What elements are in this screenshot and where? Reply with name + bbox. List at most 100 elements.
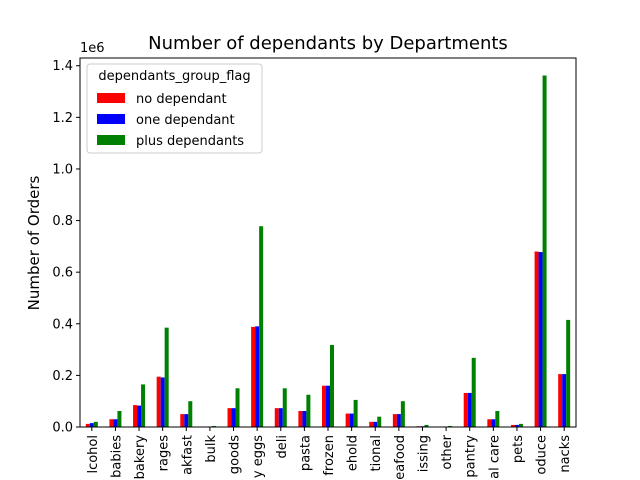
bar-one-dependant-9	[302, 411, 307, 427]
bar-one-dependant-7	[255, 326, 260, 427]
bar-one-dependant-19	[538, 252, 543, 427]
bar-one-dependant-20	[562, 374, 567, 427]
x-tick-label: oduce	[535, 435, 550, 475]
bar-plus-dependants-4	[188, 401, 193, 427]
x-tick-label: issing	[416, 435, 431, 472]
bar-no-dependant-8	[274, 408, 279, 427]
bar-no-dependant-19	[534, 251, 539, 427]
x-tick-label: rages	[157, 435, 172, 472]
bar-plus-dependants-19	[542, 75, 547, 428]
x-tick-label: nacks	[558, 435, 573, 473]
y-tick-label: 1.0	[52, 162, 73, 177]
bar-no-dependant-4	[180, 414, 185, 427]
x-tick-label: babies	[109, 435, 124, 478]
legend-label: no dependant	[136, 92, 227, 107]
x-tick-label: pantry	[464, 435, 479, 478]
bar-no-dependant-16	[463, 392, 468, 427]
x-tick-label: pasta	[298, 435, 313, 471]
bar-plus-dependants-14	[424, 424, 429, 427]
bar-one-dependant-4	[184, 414, 189, 427]
x-axis: lcohol babies bakery rages akfast bulk goods y …	[86, 427, 573, 480]
legend-label: plus dependants	[136, 134, 244, 149]
bar-one-dependant-8	[278, 408, 283, 427]
y-tick-label: 0.4	[52, 317, 73, 332]
bar-plus-dependants-7	[259, 226, 264, 427]
bar-no-dependant-7	[251, 326, 256, 427]
y-tick-label: 1.4	[52, 59, 73, 74]
bar-plus-dependants-9	[306, 394, 311, 427]
bar-no-dependant-17	[487, 419, 492, 427]
bar-no-dependant-6	[227, 408, 232, 427]
bar-plus-dependants-11	[353, 399, 358, 427]
bar-plus-dependants-12	[377, 416, 382, 427]
y-axis-title: Number of Orders	[25, 175, 43, 310]
bar-one-dependant-1	[113, 419, 118, 427]
bar-plus-dependants-10	[330, 344, 334, 427]
bar-no-dependant-3	[156, 376, 161, 427]
x-tick-label: deli	[275, 435, 290, 458]
legend-title: dependants_group_flag	[98, 69, 250, 84]
bar-one-dependant-12	[373, 421, 378, 427]
y-tick-label: 0.0	[52, 421, 73, 436]
y-tick-label: 0.2	[52, 369, 73, 384]
bar-no-dependant-10	[322, 385, 326, 427]
legend-swatch	[97, 135, 125, 145]
plot-frame	[79, 57, 577, 428]
bar-plus-dependants-8	[282, 388, 287, 427]
x-tick-label: goods	[228, 435, 243, 474]
bar-no-dependant-9	[298, 411, 303, 427]
legend-swatch	[97, 114, 125, 124]
bar-plus-dependants-0	[93, 421, 98, 427]
bar-no-dependant-12	[369, 421, 374, 427]
x-tick-label: y eggs	[251, 435, 266, 478]
legend-box	[86, 63, 263, 154]
y-axis: 0.0 0.2 0.4 0.6 0.8 1.0 1.2 1.4	[52, 59, 80, 436]
y-tick-label: 0.8	[52, 214, 73, 229]
bar-plus-dependants-17	[495, 411, 500, 427]
bar-no-dependant-0	[85, 423, 90, 427]
bars-group	[85, 75, 571, 428]
bar-plus-dependants-5	[211, 425, 216, 427]
bar-one-dependant-13	[396, 414, 401, 427]
x-tick-label: frozen	[322, 435, 337, 476]
bar-no-dependant-13	[392, 414, 397, 427]
bar-one-dependant-3	[160, 377, 165, 427]
x-tick-label: bulk	[204, 435, 219, 463]
bar-one-dependant-2	[137, 405, 142, 427]
bar-one-dependant-18	[514, 424, 519, 427]
y-tick-label: 0.6	[52, 266, 73, 281]
x-tick-label: tional	[369, 435, 384, 471]
bar-one-dependant-11	[349, 413, 354, 427]
bar-no-dependant-1	[109, 419, 114, 427]
bar-no-dependant-2	[133, 405, 138, 427]
bar-plus-dependants-16	[471, 357, 476, 427]
bar-plus-dependants-20	[566, 319, 571, 427]
bar-plus-dependants-18	[518, 423, 523, 427]
bar-plus-dependants-6	[235, 388, 240, 427]
bar-no-dependant-18	[510, 424, 515, 427]
legend-swatch	[97, 93, 125, 103]
bar-plus-dependants-15	[448, 425, 453, 427]
bar-plus-dependants-13	[400, 401, 405, 427]
bar-no-dependant-11	[345, 413, 350, 427]
y-offset-label: 1e6	[80, 41, 105, 56]
y-tick-label: 1.2	[52, 111, 73, 126]
x-tick-label: eafood	[393, 435, 408, 480]
chart-title: Number of dependants by Departments	[148, 33, 508, 54]
legend-label: one dependant	[136, 113, 235, 128]
bar-plus-dependants-1	[117, 411, 122, 427]
x-tick-label: bakery	[133, 435, 148, 480]
bar-no-dependant-20	[558, 374, 563, 427]
x-tick-label: lcohol	[86, 435, 101, 474]
x-tick-label: ehold	[346, 435, 361, 471]
bar-one-dependant-16	[467, 392, 472, 427]
bar-plus-dependants-3	[164, 327, 169, 427]
x-tick-label: akfast	[180, 435, 195, 475]
bar-one-dependant-10	[326, 385, 330, 427]
bar-one-dependant-17	[491, 419, 496, 427]
x-tick-label: other	[440, 434, 455, 469]
bar-one-dependant-6	[231, 408, 236, 427]
x-tick-label: pets	[511, 435, 526, 463]
